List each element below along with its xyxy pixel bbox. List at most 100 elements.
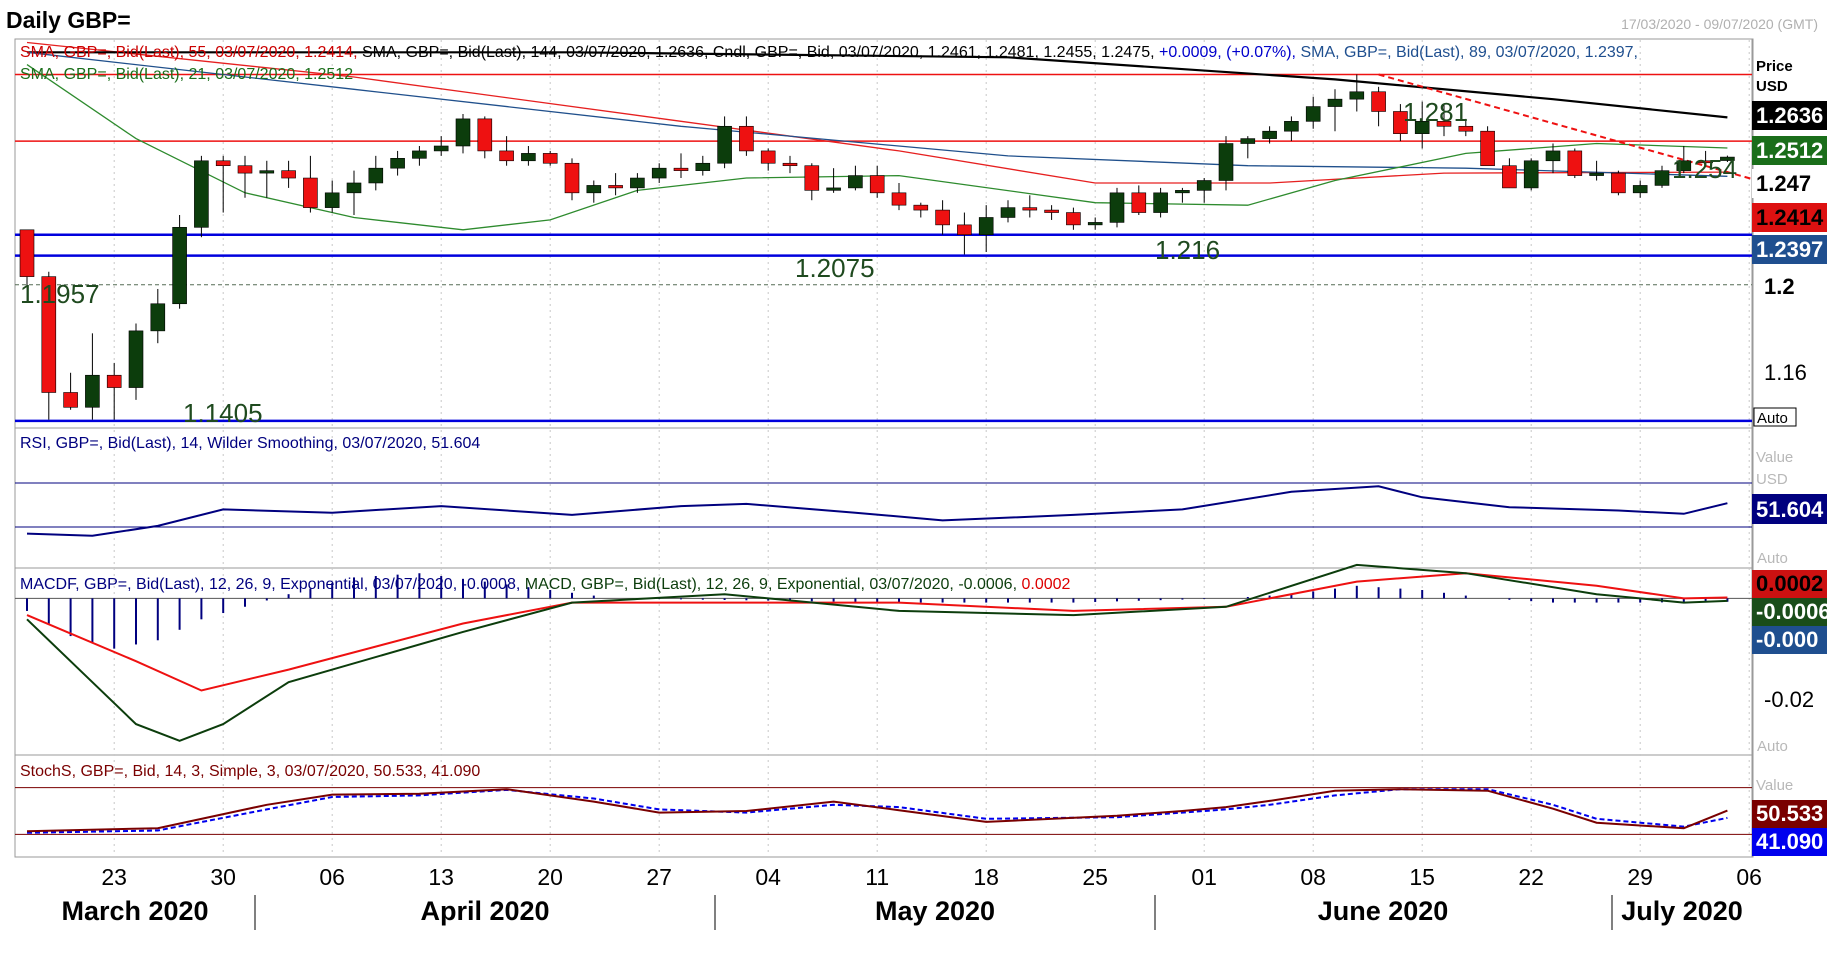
candle-body (717, 125, 732, 164)
price-tag-bg-3 (1752, 203, 1827, 232)
x-tick-label-0: 23 (101, 864, 127, 890)
candle-body (782, 162, 798, 167)
macd-line (26, 563, 1728, 742)
candle-body (324, 192, 340, 208)
candle-body (1654, 170, 1670, 186)
candle-body (1240, 138, 1256, 144)
macd-signal-line (26, 572, 1728, 692)
rsi-plot (15, 482, 1752, 537)
x-tick-label-15: 06 (1736, 864, 1762, 890)
macd-tags: 0.0002 -0.0006 -0.000 (1752, 570, 1827, 654)
candle-body (433, 145, 449, 152)
candle-body (477, 118, 493, 152)
level-label-11957: 1.1957 (20, 279, 100, 309)
candle-body (499, 150, 514, 162)
legend-sma55: SMA, GBP=, Bid(Last), 55, 03/07/2020, 1.… (20, 44, 362, 61)
price-tag-text-3: 1.2414 (1756, 205, 1824, 230)
x-tick-label-9: 25 (1082, 864, 1108, 890)
candle-body (128, 330, 144, 388)
candle-body (913, 204, 929, 211)
price-axis-currency: USD (1756, 78, 1788, 95)
x-tick-label-6: 04 (755, 864, 781, 890)
candle-body (1523, 160, 1539, 189)
candle-body (957, 224, 972, 236)
macd-tag-bg-0 (1752, 570, 1827, 598)
candle-body (1611, 172, 1626, 194)
price-tag-bg-0 (1752, 101, 1827, 130)
legend-sma144: SMA, GBP=, Bid(Last), 144, 03/07/2020, 1… (362, 44, 713, 61)
month-label-3: June 2020 (1318, 896, 1449, 926)
candle-body (1109, 192, 1125, 223)
candle-body (259, 170, 275, 174)
candle-body (804, 165, 820, 191)
sma-line-1 (27, 51, 1728, 119)
x-tick-label-10: 01 (1191, 864, 1217, 890)
price-tick-12: 1.2 (1764, 274, 1795, 299)
rsi-line (26, 485, 1728, 537)
x-tick-label-5: 27 (646, 864, 672, 890)
candle-body (150, 303, 166, 332)
candle-body (891, 192, 907, 206)
date-range: 17/03/2020 - 09/07/2020 (GMT) (1621, 16, 1818, 32)
chart-title: Daily GBP= (6, 7, 131, 33)
trend-line (1378, 73, 1794, 192)
grid-layer (113, 40, 1750, 856)
level-label-1216: 1.216 (1155, 235, 1220, 265)
candle-body (564, 162, 580, 194)
rsi-value-tag (1752, 494, 1827, 524)
x-tick-label-14: 29 (1627, 864, 1653, 890)
price-auto-button[interactable] (1753, 407, 1797, 427)
candle-body (1196, 180, 1212, 191)
candle-body (1436, 121, 1452, 127)
x-tick-label-12: 15 (1409, 864, 1435, 890)
sma-line-2 (26, 51, 1728, 177)
candle-body (19, 229, 35, 277)
candle-body (1218, 143, 1234, 181)
candle-body (1414, 121, 1430, 134)
candle-body (1720, 156, 1735, 161)
candle-body (1131, 192, 1147, 213)
stoch-tag-text-1: 41.090 (1756, 829, 1823, 854)
macd-auto-label[interactable]: Auto (1757, 738, 1788, 755)
candle-body (368, 167, 384, 184)
price-auto-label: Auto (1757, 410, 1788, 427)
macd-tick-neg002: -0.02 (1764, 687, 1814, 712)
candle-body (1284, 121, 1299, 132)
macd-tag-bg-2 (1752, 626, 1827, 654)
macd-legend-macd: MACD, GBP=, Bid(Last), 12, 26, 9, Expone… (525, 576, 1022, 593)
x-axis: 23 30 06 13 20 27 04 11 18 25 01 08 15 22 29 06 March 20… (61, 864, 1762, 930)
stoch-k-line (26, 788, 1728, 833)
month-label-2: May 2020 (875, 896, 995, 926)
candle-body (281, 170, 296, 179)
candle-body (1000, 207, 1016, 218)
price-legend-line1: SMA, GBP=, Bid(Last), 55, 03/07/2020, 1.… (20, 44, 1638, 61)
macd-legend-macdf: MACDF, GBP=, Bid(Last), 12, 26, 9, Expon… (20, 576, 525, 593)
candle-body (1262, 130, 1277, 139)
candle-body (1327, 98, 1343, 107)
candle-body (978, 217, 994, 236)
candle-body (390, 158, 405, 169)
macd-tag-text-2: -0.000 (1756, 627, 1818, 652)
legend-sma21: SMA, GBP=, Bid(Last), 21, 03/07/2020, 1.… (20, 66, 353, 83)
candle-body (194, 160, 209, 228)
x-tick-label-1: 30 (210, 864, 236, 890)
stoch-axis-header: Value (1756, 777, 1793, 794)
macd-panel-frame (14, 567, 1754, 756)
price-plot (15, 41, 1794, 423)
level-label-12075: 1.2075 (795, 253, 875, 283)
legend-change: +0.0009, (+0.07%), (1159, 44, 1300, 61)
month-label-4: July 2020 (1621, 896, 1743, 926)
price-tag-bg-4 (1752, 235, 1827, 264)
candle-body (1153, 192, 1168, 213)
candle-body (695, 162, 711, 171)
stoch-d-line (26, 788, 1728, 834)
candle-body (760, 150, 776, 164)
stoch-tag-bg-1 (1752, 828, 1827, 856)
stoch-plot (15, 787, 1752, 835)
rsi-auto-label[interactable]: Auto (1757, 550, 1788, 567)
candle-body (1022, 207, 1038, 211)
stoch-tag-bg-0 (1752, 800, 1827, 828)
rsi-value-tag-text: 51.604 (1756, 497, 1824, 522)
candle-body (85, 374, 100, 408)
